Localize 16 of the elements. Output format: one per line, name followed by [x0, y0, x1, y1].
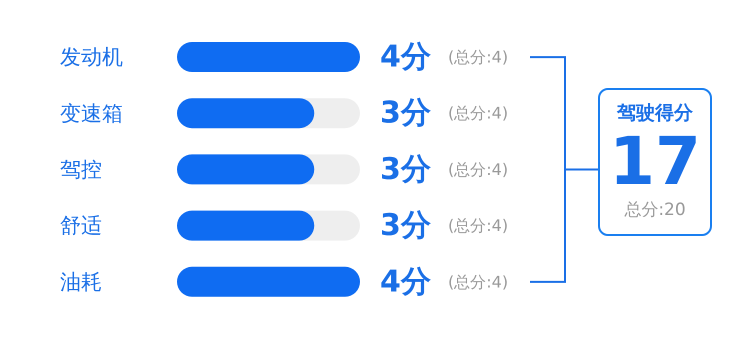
text: (总分:4) — [448, 48, 508, 66]
y-tick-label: 变速箱 — [60, 101, 123, 126]
data-label: 4分 — [380, 264, 431, 300]
data-label: 4分 — [380, 40, 431, 74]
data-label: 3分 — [380, 152, 431, 187]
text: (总分:4) — [448, 272, 508, 292]
score-box: 驾驶得分 17 总分:20 — [598, 88, 712, 236]
text: (总分:4) — [448, 160, 508, 179]
data-label: 3分 — [380, 208, 431, 244]
y-tick-label: 发动机 — [60, 45, 123, 70]
y-tick-label: 油耗 — [60, 270, 102, 294]
text: (总分:4) — [448, 216, 508, 236]
text: (总分:4) — [448, 104, 508, 123]
y-tick-label: 驾控 — [60, 158, 102, 182]
y-tick-label: 舒适 — [60, 214, 102, 238]
data-label: 3分 — [380, 96, 431, 131]
